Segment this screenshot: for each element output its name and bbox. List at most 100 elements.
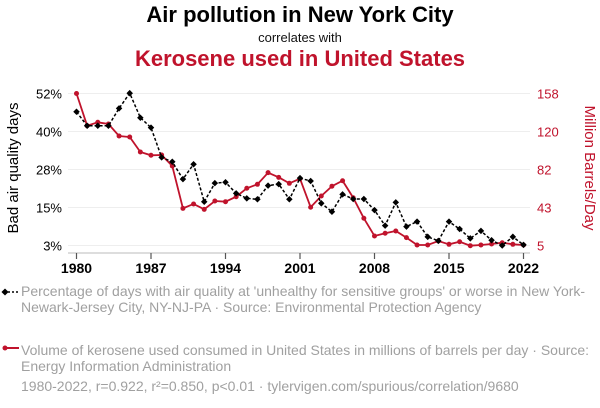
air-point <box>445 218 453 225</box>
kerosene-point <box>180 205 186 211</box>
chart-title: Air pollution in New York City <box>146 2 454 27</box>
kerosene-point <box>254 181 260 187</box>
air-point <box>456 225 463 233</box>
air-point <box>254 196 261 203</box>
y-axis-label-right: Million Barrels/Day <box>581 105 598 231</box>
air-point <box>318 200 325 207</box>
footer-stats: 1980-2022, r=0.922, r²=0.850, p<0.01 · t… <box>21 378 519 394</box>
kerosene-point <box>233 194 239 200</box>
gridlines <box>68 93 530 246</box>
kerosene-point <box>191 201 197 207</box>
kerosene-point <box>244 185 250 191</box>
chart-subtitle: correlates with <box>258 30 342 45</box>
legend-item-kerosene: Volume of kerosene used consumed in Unit… <box>21 342 590 374</box>
kerosene-point <box>95 119 101 125</box>
legend-item-air: Percentage of days with air quality at '… <box>21 283 586 315</box>
air-point <box>158 154 165 161</box>
air-point <box>371 206 378 214</box>
air-point <box>498 242 506 249</box>
kerosene-point <box>223 199 228 205</box>
kerosene-point <box>116 133 122 139</box>
kerosene-point <box>265 170 271 176</box>
kerosene-point <box>510 241 516 247</box>
air-point <box>243 195 251 202</box>
kerosene-point <box>393 228 399 234</box>
air-point <box>190 160 197 168</box>
air-point <box>264 182 272 189</box>
air-point <box>509 233 517 241</box>
air-point <box>296 174 304 182</box>
air-point <box>83 122 91 130</box>
kerosene-point <box>276 174 282 180</box>
air-point <box>222 178 229 186</box>
air-point <box>286 196 293 203</box>
kerosene-point <box>489 241 495 247</box>
kerosene-point <box>329 183 335 189</box>
air-point <box>126 89 133 97</box>
air-point <box>115 105 123 112</box>
air-point <box>339 191 346 198</box>
kerosene-point <box>457 239 463 245</box>
air-point <box>520 241 527 249</box>
y-tick-label-right: 158 <box>537 87 559 102</box>
x-tick-label: 2008 <box>359 260 390 276</box>
kerosene-point <box>137 149 143 155</box>
kerosene-point <box>212 198 218 204</box>
y-tick-label-right: 43 <box>537 201 551 216</box>
x-tick-label: 2015 <box>433 260 464 276</box>
air-point <box>275 180 282 188</box>
air-point <box>488 236 495 244</box>
air-point <box>467 235 474 242</box>
y-tick-label-left: 52% <box>36 87 62 102</box>
air-point <box>349 195 357 203</box>
kerosene-point <box>446 241 452 247</box>
kerosene-point <box>372 233 377 239</box>
air-point <box>232 190 240 197</box>
air-point <box>105 122 112 130</box>
x-tick-label: 1994 <box>210 260 241 276</box>
legend-marker-air <box>1 288 20 296</box>
air-point <box>94 122 102 130</box>
y-tick-label-left: 3% <box>43 239 62 254</box>
air-point <box>360 195 368 203</box>
kerosene-point <box>127 134 133 140</box>
x-tick-label: 2001 <box>284 260 315 276</box>
x-tick-label: 2022 <box>508 260 539 276</box>
y-tick-label-right: 120 <box>537 125 559 140</box>
kerosene-point <box>361 215 367 221</box>
y-tick-label-left: 28% <box>36 163 62 178</box>
air-point <box>413 218 421 225</box>
y-tick-label-right: 5 <box>537 239 544 254</box>
air-point <box>211 179 219 187</box>
kerosene-point <box>286 180 292 186</box>
y-tick-label-left: 40% <box>36 125 62 140</box>
air-point <box>477 227 485 235</box>
y-tick-label-right: 82 <box>537 163 551 178</box>
kerosene-point <box>308 204 314 210</box>
air-point <box>137 114 144 121</box>
air-point <box>307 177 314 185</box>
air-point <box>435 237 442 245</box>
kerosene-point <box>425 242 431 248</box>
kerosene-point <box>467 243 473 249</box>
chart-title-secondary: Kerosene used in United States <box>134 46 466 71</box>
kerosene-point <box>414 242 420 248</box>
kerosene-point <box>403 235 409 241</box>
air-point <box>424 233 431 241</box>
air-point <box>169 158 176 165</box>
kerosene-point <box>318 193 324 199</box>
air-point <box>403 223 410 230</box>
legend-marker-kerosene <box>2 345 19 351</box>
series-layer <box>73 89 527 249</box>
kerosene-point <box>148 152 154 158</box>
air-point <box>147 124 155 131</box>
kerosene-point <box>201 206 207 212</box>
axes: 3% 5 15% 43 28% 82 40% 120 52% 158 1980 1987 1994 200… <box>36 87 559 277</box>
x-tick-label: 1987 <box>135 260 166 276</box>
kerosene-point <box>382 230 388 236</box>
air-point <box>328 208 336 215</box>
air-point <box>392 199 400 206</box>
kerosene-point <box>340 178 346 184</box>
kerosene-point <box>478 242 484 248</box>
air-point <box>381 222 389 229</box>
